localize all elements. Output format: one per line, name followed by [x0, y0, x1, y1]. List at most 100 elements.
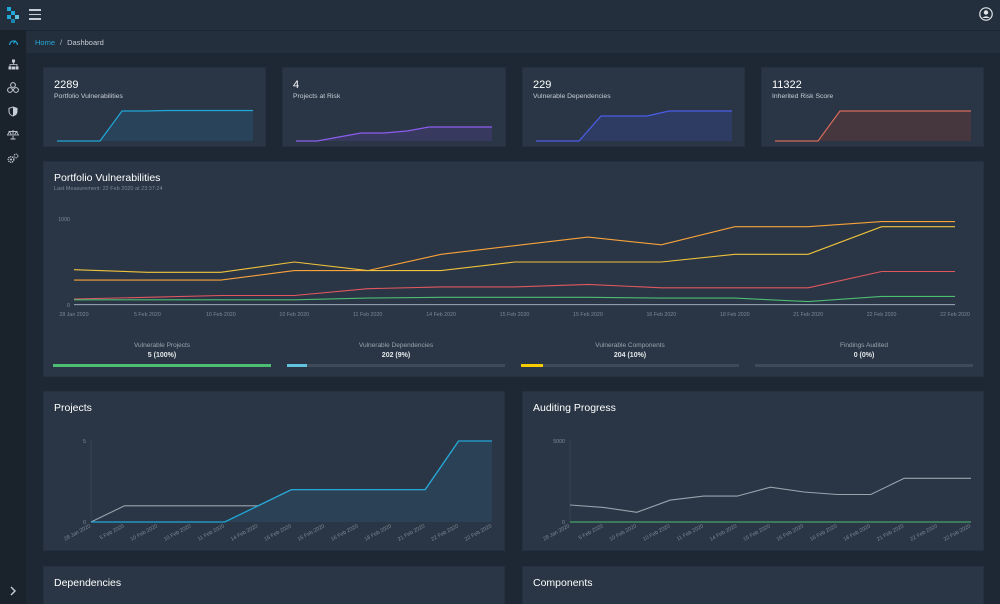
- x-tick-label: 14 Feb 2020: [709, 523, 738, 542]
- progress-vulnerable-dependencies: Vulnerable Dependencies 202 (9%): [287, 333, 505, 375]
- progress-label: Findings Audited: [839, 342, 889, 349]
- sidebar-item-projects[interactable]: [5, 57, 21, 71]
- x-tick-label: 21 Feb 2020: [793, 312, 823, 318]
- x-tick-label: 10 Feb 2020: [206, 312, 236, 318]
- stat-label: Vulnerable Dependencies: [533, 93, 611, 100]
- x-tick-label: 22 Feb 2020: [867, 312, 897, 318]
- progress-bar: [287, 364, 505, 367]
- x-tick-label: 22 Feb 2020: [430, 523, 459, 542]
- dependency-track-logo-icon[interactable]: [6, 6, 20, 24]
- top-header: [0, 0, 1000, 30]
- progress-bar: [521, 364, 739, 367]
- x-tick-label: 5 Feb 2020: [134, 312, 161, 318]
- y-tick-label: 0: [562, 520, 565, 526]
- sparkline-area: [296, 127, 492, 141]
- sparkline-area: [57, 111, 253, 141]
- stat-value: 11322: [772, 79, 802, 91]
- stat-card-vulnerable-dependencies[interactable]: 229 Vulnerable Dependencies: [522, 67, 745, 147]
- sparkline-inherited-risk-score: [775, 110, 971, 142]
- progress-value: 204 (10%): [613, 352, 647, 359]
- x-tick-label: 18 Feb 2020: [364, 523, 393, 542]
- sparkline-area: [775, 111, 971, 141]
- sidebar-item-dashboard[interactable]: [5, 35, 21, 49]
- x-tick-label: 14 Feb 2020: [426, 312, 456, 318]
- hamburger-menu-icon[interactable]: [29, 9, 41, 20]
- progress-fill: [521, 364, 543, 367]
- components-icon: [7, 81, 19, 93]
- stat-value: 2289: [54, 79, 79, 91]
- sidebar: [0, 30, 26, 604]
- admin-gears-icon: [7, 153, 19, 163]
- sidebar-item-components[interactable]: [5, 80, 21, 94]
- x-tick-label: 10 Feb 2020: [609, 523, 638, 542]
- last-measurement: Last Measurement: 22 Feb 2020 at 23:37:2…: [54, 186, 163, 192]
- progress-fill: [287, 364, 307, 367]
- x-tick-label: 18 Feb 2020: [843, 523, 872, 542]
- sparkline-area: [536, 111, 732, 141]
- sparkline-portfolio-vulnerabilities: [57, 109, 253, 142]
- series-line: [74, 295, 955, 303]
- stat-value: 4: [293, 79, 300, 91]
- sidebar-item-administration[interactable]: [5, 151, 21, 165]
- x-tick-label: 15 Feb 2020: [263, 523, 292, 542]
- stat-card-projects-at-risk[interactable]: 4 Projects at Risk: [282, 67, 506, 147]
- x-tick-label: 16 Feb 2020: [330, 523, 359, 542]
- stat-label: Inherited Risk Score: [772, 93, 834, 100]
- breadcrumb-home-link[interactable]: Home: [35, 37, 56, 47]
- x-tick-label: 10 Feb 2020: [279, 312, 309, 318]
- series-line: [91, 440, 492, 523]
- card-title: Auditing Progress: [533, 402, 616, 414]
- breadcrumb-separator: /: [60, 37, 63, 47]
- x-tick-label: 10 Feb 2020: [130, 523, 159, 542]
- x-tick-label: 22 Feb 2020: [909, 523, 938, 542]
- x-tick-label: 15 Feb 2020: [573, 312, 603, 318]
- breadcrumb: Home / Dashboard: [26, 30, 1000, 53]
- portfolio-vulnerabilities-chart: 0 1000 28 Jan 2020 5 Feb 2020 10 Feb 2020 10 …: [58, 217, 970, 318]
- x-tick-label: 22 Feb 2020: [943, 523, 972, 542]
- projects-hierarchy-icon: [8, 59, 18, 69]
- progress-fill: [53, 364, 271, 367]
- progress-vulnerable-components: Vulnerable Components 204 (10%): [521, 333, 739, 375]
- vulnerabilities-shield-icon: [8, 106, 18, 116]
- chevron-right-icon: [10, 586, 16, 596]
- x-tick-label: 22 Feb 2020: [464, 523, 493, 542]
- x-tick-label: 28 Jan 2020: [59, 312, 88, 318]
- stat-card-inherited-risk-score[interactable]: 11322 Inherited Risk Score: [761, 67, 984, 147]
- x-tick-label: 28 Jan 2020: [63, 523, 92, 542]
- x-tick-label: 5 Feb 2020: [99, 523, 126, 541]
- y-tick-label: 5: [83, 439, 86, 445]
- components-card: Components: [522, 566, 984, 604]
- card-title: Portfolio Vulnerabilities: [54, 172, 161, 184]
- x-tick-label: 5 Feb 2020: [578, 523, 605, 541]
- x-tick-label: 10 Feb 2020: [163, 523, 192, 542]
- sparkline-projects-at-risk: [296, 126, 492, 142]
- x-tick-label: 15 Feb 2020: [742, 523, 771, 542]
- sidebar-toggle[interactable]: [5, 584, 21, 598]
- license-scale-icon: [7, 129, 19, 139]
- y-tick-label: 0: [67, 303, 70, 309]
- sidebar-item-vulnerabilities[interactable]: [5, 104, 21, 118]
- x-tick-label: 28 Jan 2020: [542, 523, 571, 542]
- portfolio-vulnerabilities-card: Portfolio Vulnerabilities Last Measureme…: [43, 161, 984, 377]
- progress-value: 202 (9%): [381, 352, 411, 359]
- projects-card: Projects 0 5 28 Jan 2020 5 Feb 2020 10 Feb 2…: [43, 391, 505, 551]
- dashboard-gauge-icon: [8, 39, 18, 45]
- series-line: [73, 226, 955, 273]
- x-tick-label: 15 Feb 2020: [500, 312, 530, 318]
- y-tick-label: 5000: [553, 439, 565, 445]
- y-tick-label: 0: [83, 520, 86, 526]
- user-avatar-icon[interactable]: [979, 7, 993, 21]
- x-tick-label: 21 Feb 2020: [876, 523, 905, 542]
- x-tick-label: 16 Feb 2020: [809, 523, 838, 542]
- series-line: [74, 221, 955, 281]
- x-tick-label: 11 Feb 2020: [676, 523, 705, 542]
- sparkline-line: [775, 110, 971, 142]
- sidebar-item-licenses[interactable]: [5, 127, 21, 141]
- x-tick-label: 15 Feb 2020: [776, 523, 805, 542]
- series-line: [73, 270, 955, 300]
- x-tick-label: 16 Feb 2020: [646, 312, 676, 318]
- stat-card-portfolio-vulnerabilities[interactable]: 2289 Portfolio Vulnerabilities: [43, 67, 266, 147]
- x-tick-label: 18 Feb 2020: [720, 312, 750, 318]
